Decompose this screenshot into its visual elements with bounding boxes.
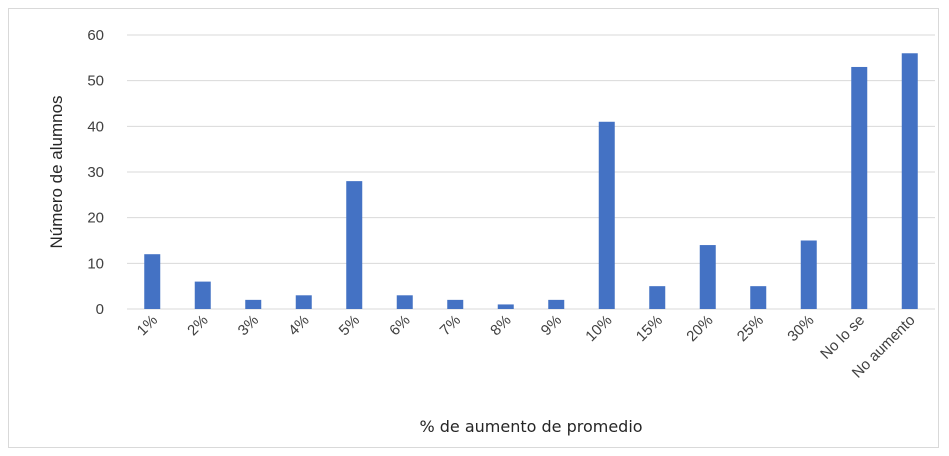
- y-tick-label: 40: [87, 118, 104, 135]
- x-tick-label: 20%: [683, 312, 716, 345]
- x-axis-title: % de aumento de promedio: [419, 417, 642, 436]
- y-axis-ticks: 0 10 20 30 40 50 60: [87, 27, 104, 318]
- x-tick-label: 8%: [487, 312, 514, 339]
- bar: [901, 53, 918, 310]
- y-tick-label: 30: [87, 164, 104, 181]
- x-tick-label: 1%: [134, 312, 161, 339]
- bar: [598, 121, 615, 310]
- bar: [194, 281, 211, 309]
- x-tick-label: 6%: [386, 312, 413, 339]
- y-tick-label: 20: [87, 210, 104, 227]
- bar: [548, 299, 565, 309]
- gridlines: [127, 34, 935, 310]
- y-axis-title: Número de alumnos: [47, 95, 66, 248]
- y-tick-label: 50: [87, 73, 104, 90]
- x-tick-label: 10%: [582, 312, 615, 345]
- x-tick-label: 7%: [437, 312, 464, 339]
- bar: [699, 245, 716, 309]
- x-tick-label: 9%: [538, 312, 565, 339]
- bar: [750, 286, 767, 309]
- bar: [245, 299, 262, 309]
- x-axis-labels: 1% 2% 3% 4% 5% 6% 7% 8% 9% 10% 15% 20% 25% 30% No lo s…: [134, 312, 919, 382]
- bar: [649, 286, 666, 309]
- bar: [497, 304, 514, 309]
- x-tick-label: 2%: [184, 312, 211, 339]
- x-tick-label: 15%: [633, 312, 666, 345]
- bar: [346, 181, 363, 309]
- bars: [144, 53, 918, 310]
- bar: [144, 254, 161, 309]
- x-tick-label: 30%: [784, 312, 817, 345]
- bar: [295, 295, 312, 309]
- x-tick-label: 25%: [734, 312, 767, 345]
- bar: [800, 240, 817, 309]
- y-tick-label: 0: [96, 301, 104, 318]
- bar: [396, 295, 413, 309]
- y-tick-label: 10: [87, 255, 104, 272]
- chart-frame: [8, 8, 939, 448]
- bar: [851, 66, 868, 309]
- x-tick-label: 3%: [235, 312, 262, 339]
- x-tick-label: No lo se: [817, 312, 868, 363]
- x-tick-label: 4%: [285, 312, 312, 339]
- x-tick-label: 5%: [336, 312, 363, 339]
- bar: [447, 299, 464, 309]
- y-tick-label: 60: [87, 27, 104, 44]
